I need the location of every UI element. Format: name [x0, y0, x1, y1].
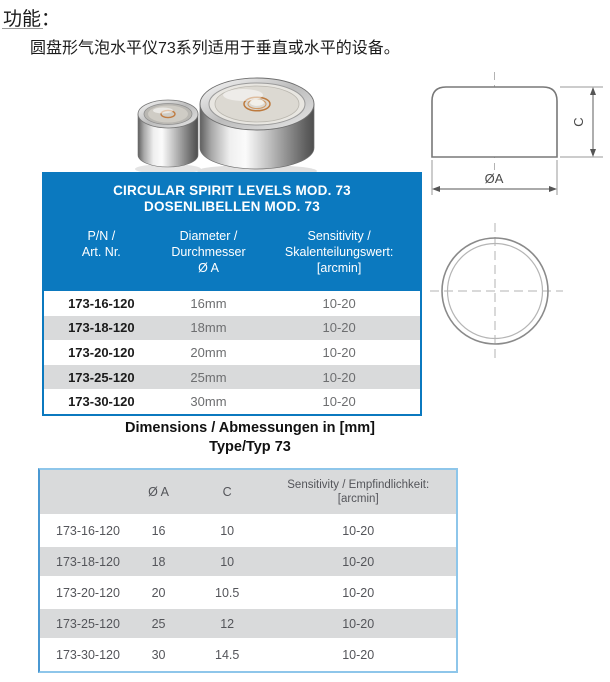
- dimensions-heading: Dimensions / Abmessungen in [mm] Type/Ty…: [40, 419, 460, 457]
- spec-table: CIRCULAR SPIRIT LEVELS MOD. 73 DOSENLIBE…: [42, 172, 422, 416]
- sensitivity-cell: 10-20: [342, 523, 375, 538]
- column-header-sensitivity: Sensitivity / Skalenteilungswert: [arcmi…: [284, 229, 394, 275]
- a-cell: 18: [151, 554, 166, 569]
- table-row: 173-20-120 20 10.5 10-20: [40, 578, 456, 609]
- column-header-diameter: Diameter / Durchmesser Ø A: [171, 229, 246, 275]
- table-title-en: CIRCULAR SPIRIT LEVELS MOD. 73: [113, 183, 351, 198]
- product-description: 圆盘形气泡水平仪73系列适用于垂直或水平的设备。: [30, 40, 400, 57]
- dim-label-diameter: ØA: [485, 171, 504, 186]
- column-header-pn: P/N / Art. Nr.: [81, 229, 121, 259]
- pn-cell: 173-20-120: [56, 585, 120, 600]
- inner-circle: [446, 242, 544, 340]
- diameter-cell: 30mm: [190, 394, 227, 410]
- dimensions-table: Ø A C Sensitivity / Empfindlichkeit: [ar…: [38, 468, 458, 673]
- table-row: 173-30-120 30mm 10-20: [44, 389, 420, 414]
- c-cell: 10.5: [215, 585, 240, 600]
- sensitivity-cell: 10-20: [342, 616, 375, 631]
- pn-cell: 173-20-120: [68, 344, 135, 360]
- pn-cell: 173-18-120: [68, 320, 135, 336]
- diameter-cell: 20mm: [190, 344, 227, 360]
- column-header-sensitivity: Sensitivity / Empfindlichkeit: [arcmin]: [287, 479, 430, 505]
- body-outline: [431, 86, 558, 158]
- pn-cell: 173-30-120: [68, 394, 135, 410]
- sensitivity-cell: 10-20: [322, 369, 356, 385]
- table-row: 173-20-120 20mm 10-20: [44, 340, 420, 365]
- pn-cell: 173-25-120: [68, 369, 135, 385]
- dimensions-heading-line1: Dimensions / Abmessungen in [mm]: [124, 420, 376, 436]
- sensitivity-cell: 10-20: [322, 295, 356, 311]
- shadow-small: [135, 164, 201, 174]
- column-header-c: C: [222, 485, 232, 499]
- spec-table-header: CIRCULAR SPIRIT LEVELS MOD. 73 DOSENLIBE…: [44, 172, 420, 291]
- table-row: 173-18-120 18 10 10-20: [40, 547, 456, 578]
- dimensions-table-header: Ø A C Sensitivity / Empfindlichkeit: [ar…: [40, 470, 456, 516]
- small-spirit-level-photo: [137, 99, 199, 168]
- c-cell: 10: [220, 523, 235, 538]
- pn-cell: 173-25-120: [56, 616, 120, 631]
- large-spirit-level-photo: [199, 77, 315, 170]
- dim-label-c: C: [571, 117, 586, 126]
- sensitivity-cell: 10-20: [342, 554, 375, 569]
- c-cell: 14.5: [215, 647, 240, 662]
- sensitivity-cell: 10-20: [342, 585, 375, 600]
- product-photo: [135, 77, 317, 177]
- sensitivity-cell: 10-20: [342, 647, 375, 662]
- top-view-drawing: [430, 223, 563, 358]
- a-cell: 25: [151, 616, 166, 631]
- c-cell: 12: [220, 616, 235, 631]
- side-view-drawing: C ØA: [431, 72, 603, 195]
- table-row: 173-30-120 30 14.5 10-20: [40, 640, 456, 671]
- pn-cell: 173-18-120: [56, 554, 120, 569]
- a-cell: 20: [151, 585, 166, 600]
- c-cell: 10: [220, 554, 235, 569]
- table-row: 173-16-120 16mm 10-20: [44, 291, 420, 316]
- function-underline: [2, 28, 43, 29]
- table-row: 173-18-120 18mm 10-20: [44, 315, 420, 341]
- table-row: 173-16-120 16 10 10-20: [40, 516, 456, 547]
- table-row: 173-25-120 25 12 10-20: [40, 609, 456, 640]
- pn-cell: 173-16-120: [56, 523, 120, 538]
- sensitivity-cell: 10-20: [322, 394, 356, 410]
- diameter-cell: 16mm: [190, 295, 227, 311]
- dimensions-heading-line2: Type/Typ 73: [209, 439, 291, 455]
- a-cell: 30: [151, 647, 166, 662]
- a-cell: 16: [151, 523, 166, 538]
- bubble: [250, 99, 264, 106]
- table-row: 173-25-120 25mm 10-20: [44, 364, 420, 390]
- outer-circle: [441, 237, 549, 345]
- column-header-a: Ø A: [148, 485, 169, 499]
- pn-cell: 173-30-120: [56, 647, 120, 662]
- function-label: 功能：: [3, 9, 61, 30]
- sensitivity-cell: 10-20: [322, 320, 356, 336]
- table-title-de: DOSENLIBELLEN MOD. 73: [144, 199, 320, 214]
- pn-cell: 173-16-120: [68, 295, 135, 311]
- diameter-cell: 25mm: [190, 369, 227, 385]
- diameter-cell: 18mm: [190, 320, 227, 336]
- sensitivity-cell: 10-20: [322, 344, 356, 360]
